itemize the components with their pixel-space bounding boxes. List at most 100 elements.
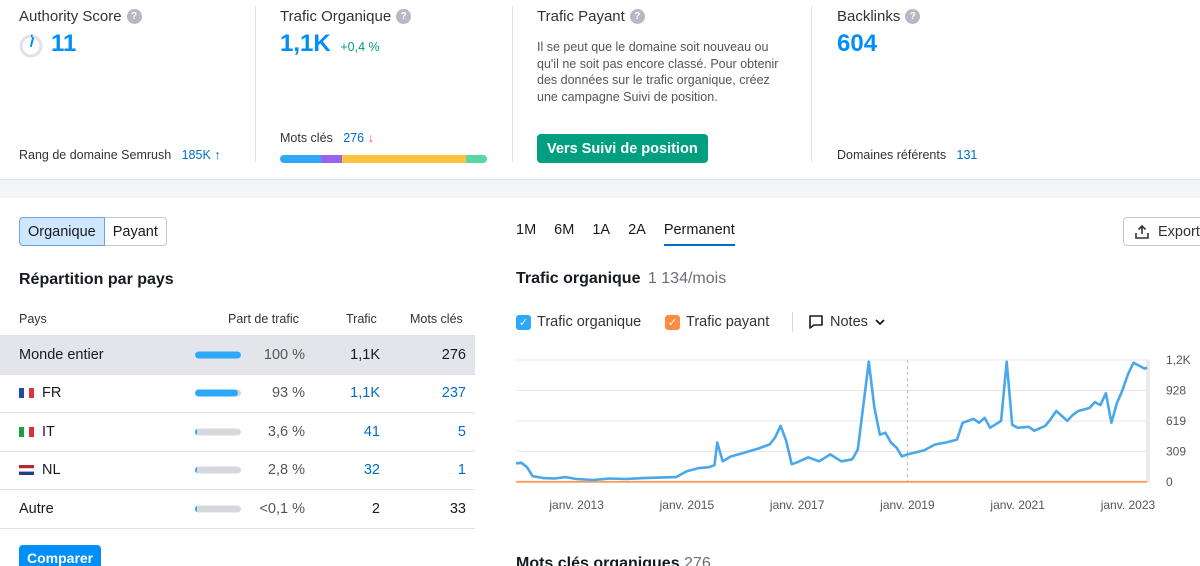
legend-organic-label[interactable]: Trafic organique [537,314,642,330]
domain-rank-label: Rang de domaine Semrush [19,148,172,162]
country-row[interactable]: Autre <0,1 % 2 33 [0,490,475,529]
arrow-down-icon: ↓ [367,131,374,145]
toggle-organic[interactable]: Organique [19,217,105,246]
domain-rank-value[interactable]: 185K [181,148,211,162]
share-bar [195,428,241,436]
authority-score-card: Authority Score ? 11 Rang de domaine Sem… [19,0,249,180]
share-value: <0,1 % [259,500,305,517]
keywords-value: 276 [441,346,466,363]
traffic-value[interactable]: 41 [363,423,380,440]
legend-paid-label[interactable]: Trafic payant [686,314,770,330]
checkbox-checked-icon[interactable]: ✓ [665,314,680,330]
info-icon[interactable]: ? [396,9,412,24]
paid-traffic-title-text: Trafic Payant [537,8,625,25]
notes-label[interactable]: Notes [830,314,868,330]
traffic-type-toggle: Organique Payant [19,217,167,246]
traffic-value[interactable]: 1,1K [350,385,380,402]
organic-traffic-number[interactable]: 1,1K [280,30,331,57]
organic-traffic-title-text: Trafic Organique [280,8,392,25]
note-icon [809,315,823,329]
keywords-value: 33 [449,500,466,517]
country-name-text[interactable]: FR [42,385,62,402]
keywords-distribution-bar [280,155,487,163]
country-row[interactable]: IT 3,6 % 41 5 [0,413,475,452]
country-table-header: Pays Part de trafic Trafic Mots clés [0,303,475,336]
keywords-value[interactable]: 5 [457,423,466,440]
keywords-value[interactable]: 276 [343,131,365,145]
period-permanent[interactable]: Permanent [663,222,735,246]
country-name-text[interactable]: NL [42,462,61,479]
x-tick-label: janv. 2019 [879,498,935,512]
period-1a[interactable]: 1A [592,222,611,238]
country-row[interactable]: Monde entier 100 % 1,1K 276 [0,336,475,375]
chart-heading: Trafic organique 1 134/mois [516,270,726,288]
keywords-count: Mots clés 276 ↓ [280,131,374,145]
export-button[interactable]: Export [1123,217,1200,246]
referring-domains: Domaines référents 131 [837,148,977,162]
divider [512,6,513,162]
country-row[interactable]: FR 93 % 1,1K 237 [0,375,475,413]
referring-domains-label: Domaines référents [837,148,947,162]
country-row[interactable]: NL 2,8 % 32 1 [0,452,475,490]
position-tracking-button[interactable]: Vers Suivi de position [537,134,708,163]
country-name-text: Autre [19,500,54,517]
legend-organic[interactable]: ✓ Trafic organique [516,314,641,330]
chevron-down-icon [875,319,885,326]
period-2a[interactable]: 2A [628,222,646,238]
compare-button[interactable]: Comparer [19,545,102,566]
flag-it-icon [19,424,42,440]
backlinks-card: Backlinks ? 604 Domaines référents 131 [837,0,1137,180]
keywords-value[interactable]: 237 [441,385,466,402]
period-1m[interactable]: 1M [516,222,537,238]
checkbox-checked-icon[interactable]: ✓ [516,314,531,330]
referring-domains-value[interactable]: 131 [956,148,978,162]
export-icon [1135,224,1149,239]
country-table: Pays Part de trafic Trafic Mots clés Mon… [0,303,475,529]
share-bar [195,466,241,474]
y-tick-label: 0 [1166,475,1173,489]
domain-rank: Rang de domaine Semrush 185K ↑ [19,148,221,162]
country-name[interactable]: FR [19,385,61,401]
traffic-value: 1,1K [350,346,380,363]
info-icon[interactable]: ? [905,9,921,24]
x-tick-label: janv. 2013 [548,498,604,512]
organic-traffic-change: +0,4 % [340,40,380,54]
x-tick-label: janv. 2017 [769,498,825,512]
y-tick-label: 309 [1166,445,1186,459]
country-name[interactable]: IT [19,424,55,440]
header-traffic: Trafic [346,312,377,326]
traffic-value: 2 [371,500,380,517]
chart-subtitle: 1 134/mois [647,270,727,287]
organic-traffic-card: Trafic Organique ? 1,1K +0,4 % Mots clés… [280,0,495,180]
toggle-paid[interactable]: Payant [104,217,167,246]
kw-bar-seg-3 [342,155,466,163]
kw-bar-seg-1 [280,155,321,163]
legend-paid[interactable]: ✓ Trafic payant [665,314,769,330]
share-bar-fill [195,505,197,513]
paid-traffic-title: Trafic Payant ? [537,8,645,25]
country-name-text[interactable]: IT [42,423,55,440]
notes-dropdown[interactable]: Notes [808,314,886,330]
info-icon[interactable]: ? [629,9,645,24]
flag-nl-icon [19,462,42,478]
share-bar-fill [195,466,197,474]
organic-traffic-chart: 0 309 619 928 1,2K janv. 2013 janv. 2015 janv. … [515,353,1191,512]
keywords-value[interactable]: 1 [457,462,466,479]
y-tick-label: 619 [1166,414,1186,428]
info-icon[interactable]: ? [126,9,142,24]
country-name[interactable]: NL [19,462,61,478]
backlinks-title-text: Backlinks [837,8,901,25]
export-label[interactable]: Export [1158,223,1200,240]
organic-traffic-title: Trafic Organique ? [280,8,412,25]
country-name: Monde entier [19,347,104,363]
organic-traffic-value[interactable]: 1,1K +0,4 % [280,30,380,58]
period-6m[interactable]: 6M [554,222,575,238]
arrow-up-icon: ↑ [214,148,221,162]
share-bar [195,505,241,513]
overview-panel: Organique Payant Répartition par pays Pa… [0,198,1200,566]
y-tick-label: 928 [1166,384,1186,398]
share-value: 100 % [263,346,305,363]
backlinks-value[interactable]: 604 [837,30,878,57]
traffic-value[interactable]: 32 [363,462,380,479]
share-bar-fill [195,351,241,359]
